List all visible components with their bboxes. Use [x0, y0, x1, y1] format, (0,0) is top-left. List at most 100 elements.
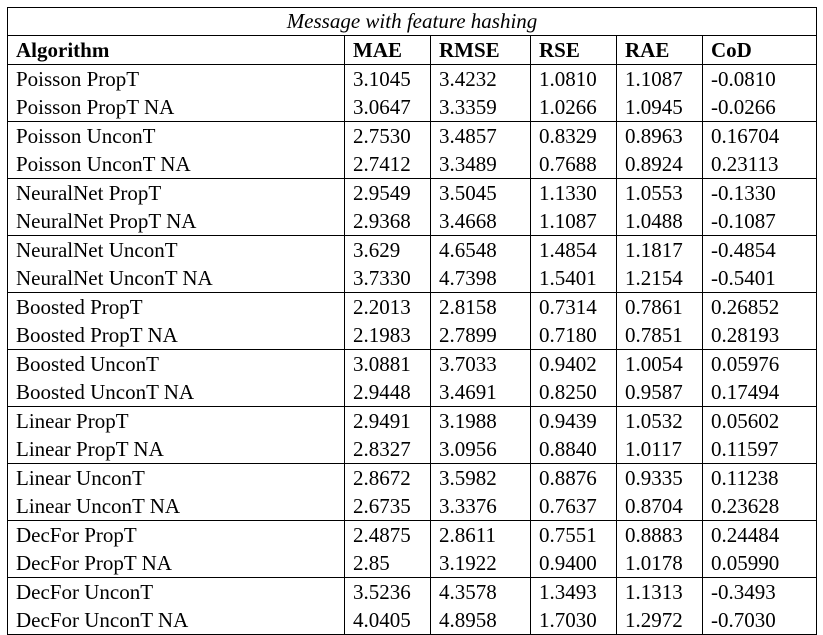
table-row: Poisson PropT 3.1045 3.4232 1.0810 1.108… — [7, 64, 817, 93]
cell-rse: 1.1330 — [530, 178, 617, 207]
cell-mae: 3.0881 — [344, 349, 431, 378]
cell-rmse: 4.3578 — [430, 577, 531, 606]
cell-algorithm: Boosted UnconT NA — [7, 378, 345, 407]
table-row: Poisson UnconT 2.7530 3.4857 0.8329 0.89… — [7, 121, 817, 150]
cell-mae: 2.4875 — [344, 520, 431, 549]
table-row: NeuralNet PropT NA 2.9368 3.4668 1.1087 … — [7, 207, 817, 236]
cell-rse: 1.0810 — [530, 64, 617, 93]
cell-mae: 2.7412 — [344, 150, 431, 179]
cell-rae: 1.1087 — [616, 64, 703, 93]
cell-rmse: 4.8958 — [430, 606, 531, 635]
column-header-rse: RSE — [530, 35, 617, 65]
column-header-cod: CoD — [702, 35, 817, 65]
cell-algorithm: Linear UnconT — [7, 463, 345, 492]
cell-rse: 0.8250 — [530, 378, 617, 407]
table-row: Boosted UnconT 3.0881 3.7033 0.9402 1.00… — [7, 349, 817, 378]
cell-rse: 0.7314 — [530, 292, 617, 321]
cell-mae: 2.9448 — [344, 378, 431, 407]
cell-cod: -0.3493 — [702, 577, 817, 606]
cell-rae: 0.9587 — [616, 378, 703, 407]
cell-algorithm: NeuralNet PropT NA — [7, 207, 345, 236]
cell-algorithm: NeuralNet PropT — [7, 178, 345, 207]
cell-rmse: 3.3489 — [430, 150, 531, 179]
cell-rse: 0.7637 — [530, 492, 617, 521]
caption-row: Message with feature hashing — [7, 7, 817, 36]
cell-rae: 0.8924 — [616, 150, 703, 179]
cell-mae: 3.0647 — [344, 93, 431, 122]
cell-mae: 2.6735 — [344, 492, 431, 521]
cell-mae: 2.7530 — [344, 121, 431, 150]
table-row: Boosted UnconT NA 2.9448 3.4691 0.8250 0… — [7, 378, 817, 407]
table-row: Poisson UnconT NA 2.7412 3.3489 0.7688 0… — [7, 150, 817, 179]
cell-rse: 1.0266 — [530, 93, 617, 122]
cell-rae: 0.7861 — [616, 292, 703, 321]
cell-rae: 1.1817 — [616, 235, 703, 264]
cell-mae: 3.1045 — [344, 64, 431, 93]
cell-mae: 2.8672 — [344, 463, 431, 492]
table-row: DecFor PropT NA 2.85 3.1922 0.9400 1.017… — [7, 549, 817, 578]
cell-rae: 1.2154 — [616, 264, 703, 293]
cell-rae: 1.0532 — [616, 406, 703, 435]
table-row: DecFor UnconT 3.5236 4.3578 1.3493 1.131… — [7, 577, 817, 606]
cell-rae: 1.0553 — [616, 178, 703, 207]
cell-cod: 0.23628 — [702, 492, 817, 521]
cell-rae: 1.0945 — [616, 93, 703, 122]
cell-cod: 0.16704 — [702, 121, 817, 150]
cell-rse: 0.7551 — [530, 520, 617, 549]
cell-cod: 0.11238 — [702, 463, 817, 492]
cell-rmse: 2.8611 — [430, 520, 531, 549]
cell-mae: 2.85 — [344, 549, 431, 578]
cell-algorithm: Poisson UnconT — [7, 121, 345, 150]
cell-rse: 1.7030 — [530, 606, 617, 635]
cell-rse: 0.7180 — [530, 321, 617, 350]
cell-rmse: 3.5045 — [430, 178, 531, 207]
cell-cod: -0.0266 — [702, 93, 817, 122]
cell-rmse: 3.5982 — [430, 463, 531, 492]
cell-rmse: 3.4857 — [430, 121, 531, 150]
cell-algorithm: DecFor PropT NA — [7, 549, 345, 578]
cell-mae: 2.8327 — [344, 435, 431, 464]
cell-algorithm: Linear PropT NA — [7, 435, 345, 464]
cell-rmse: 4.7398 — [430, 264, 531, 293]
cell-rae: 1.0054 — [616, 349, 703, 378]
cell-rse: 0.8840 — [530, 435, 617, 464]
cell-mae: 3.5236 — [344, 577, 431, 606]
cell-rmse: 3.4668 — [430, 207, 531, 236]
table-row: Linear UnconT NA 2.6735 3.3376 0.7637 0.… — [7, 492, 817, 521]
cell-mae: 3.7330 — [344, 264, 431, 293]
column-header-mae: MAE — [344, 35, 431, 65]
cell-rse: 0.8876 — [530, 463, 617, 492]
cell-rmse: 4.6548 — [430, 235, 531, 264]
cell-rmse: 3.4691 — [430, 378, 531, 407]
cell-mae: 2.2013 — [344, 292, 431, 321]
header-row: Algorithm MAE RMSE RSE RAE CoD — [7, 35, 817, 65]
cell-rmse: 2.8158 — [430, 292, 531, 321]
cell-cod: -0.4854 — [702, 235, 817, 264]
cell-rse: 1.5401 — [530, 264, 617, 293]
column-header-algorithm: Algorithm — [7, 35, 345, 65]
cell-rse: 0.9439 — [530, 406, 617, 435]
cell-rae: 0.8883 — [616, 520, 703, 549]
cell-algorithm: Poisson PropT — [7, 64, 345, 93]
table-row: NeuralNet UnconT NA 3.7330 4.7398 1.5401… — [7, 264, 817, 293]
cell-rse: 0.8329 — [530, 121, 617, 150]
cell-cod: 0.17494 — [702, 378, 817, 407]
cell-cod: 0.05976 — [702, 349, 817, 378]
cell-cod: 0.23113 — [702, 150, 817, 179]
cell-algorithm: NeuralNet UnconT — [7, 235, 345, 264]
cell-rmse: 3.7033 — [430, 349, 531, 378]
cell-algorithm: Boosted PropT NA — [7, 321, 345, 350]
cell-rae: 0.7851 — [616, 321, 703, 350]
cell-rae: 1.1313 — [616, 577, 703, 606]
cell-rse: 1.1087 — [530, 207, 617, 236]
cell-algorithm: Poisson PropT NA — [7, 93, 345, 122]
cell-rmse: 3.1922 — [430, 549, 531, 578]
cell-rae: 0.8704 — [616, 492, 703, 521]
table-row: Boosted PropT 2.2013 2.8158 0.7314 0.786… — [7, 292, 817, 321]
cell-algorithm: DecFor UnconT — [7, 577, 345, 606]
cell-algorithm: Linear PropT — [7, 406, 345, 435]
cell-cod: 0.05602 — [702, 406, 817, 435]
cell-mae: 3.629 — [344, 235, 431, 264]
table-body: Poisson PropT 3.1045 3.4232 1.0810 1.108… — [7, 64, 817, 635]
column-header-rmse: RMSE — [430, 35, 531, 65]
